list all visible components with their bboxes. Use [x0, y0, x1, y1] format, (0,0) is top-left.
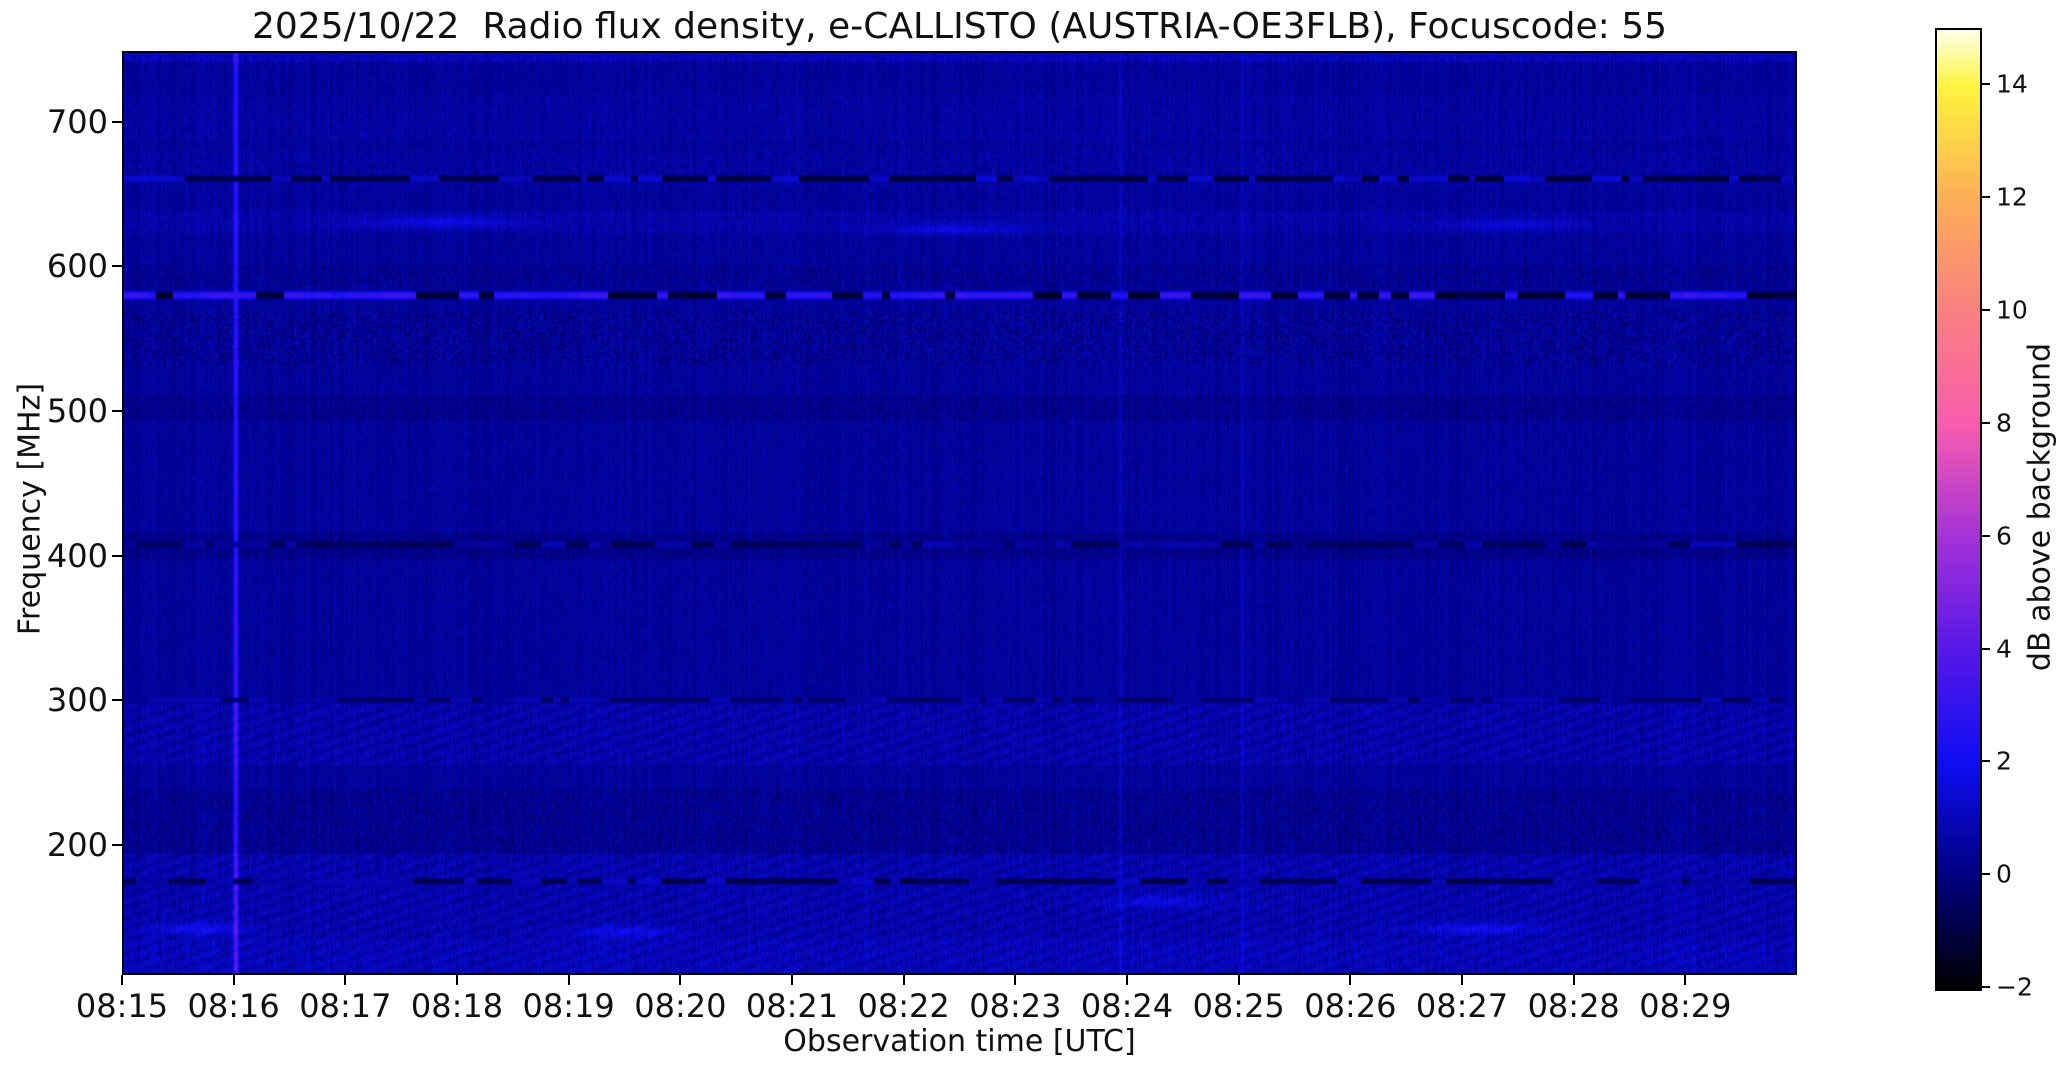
- colorbar-gradient: [1937, 30, 1980, 989]
- y-tick-mark: [112, 699, 122, 702]
- x-tick-label: 08:18: [410, 987, 504, 1025]
- colorbar-tick-mark: [1982, 421, 1990, 424]
- colorbar-tick-label: 6: [1996, 521, 2012, 551]
- x-tick-label: 08:16: [187, 987, 280, 1025]
- colorbar-tick-mark: [1982, 760, 1990, 763]
- colorbar: [1935, 28, 1982, 991]
- x-tick-label: 08:28: [1527, 987, 1620, 1025]
- y-tick-mark: [112, 554, 122, 557]
- colorbar-label: dB above background: [2022, 342, 2058, 672]
- y-tick-label: 600: [46, 247, 108, 286]
- x-tick-label: 08:23: [969, 987, 1062, 1025]
- x-tick-mark: [121, 975, 123, 985]
- x-tick-mark: [1014, 975, 1017, 985]
- colorbar-tick-mark: [1982, 647, 1990, 650]
- x-tick-label: 08:25: [1192, 987, 1285, 1025]
- x-tick-mark: [1126, 975, 1128, 985]
- x-tick-mark: [1237, 975, 1240, 985]
- colorbar-tick-label: 10: [1996, 295, 2028, 325]
- y-tick-mark: [112, 410, 122, 413]
- y-tick-label: 300: [46, 681, 108, 720]
- colorbar-tick-label: 12: [1996, 182, 2028, 212]
- x-tick-mark: [456, 975, 458, 985]
- colorbar-tick-mark: [1982, 873, 1990, 876]
- colorbar-tick-label: 0: [1996, 859, 2012, 889]
- colorbar-tick-mark: [1982, 986, 1990, 988]
- y-tick-label: 500: [46, 392, 108, 431]
- y-tick-mark: [112, 120, 122, 123]
- y-tick-label: 400: [46, 536, 108, 575]
- colorbar-tick-label: −2: [1996, 972, 2033, 1002]
- x-tick-label: 08:19: [522, 987, 615, 1025]
- x-tick-label: 08:26: [1304, 987, 1397, 1025]
- colorbar-tick-label: 8: [1996, 408, 2012, 438]
- x-tick-mark: [567, 975, 570, 985]
- y-tick-label: 200: [46, 825, 108, 864]
- colorbar-tick-mark: [1982, 534, 1990, 537]
- x-tick-label: 08:27: [1415, 987, 1509, 1025]
- x-tick-label: 08:15: [75, 987, 169, 1025]
- plot-area: [122, 51, 1797, 975]
- colorbar-tick-mark: [1982, 196, 1990, 199]
- x-tick-mark: [791, 975, 793, 985]
- colorbar-tick-label: 4: [1996, 634, 2012, 664]
- x-tick-mark: [902, 975, 905, 985]
- colorbar-tick-label: 2: [1996, 746, 2012, 776]
- x-tick-mark: [1349, 975, 1352, 985]
- x-tick-mark: [1461, 975, 1463, 985]
- x-tick-label: 08:29: [1639, 987, 1732, 1025]
- x-tick-label: 08:21: [745, 987, 839, 1025]
- x-axis-label: Observation time [UTC]: [783, 1024, 1136, 1059]
- x-tick-label: 08:24: [1080, 987, 1174, 1025]
- x-tick-label: 08:17: [299, 987, 392, 1025]
- chart-title: 2025/10/22 Radio flux density, e-CALLIST…: [251, 6, 1668, 47]
- colorbar-tick-label: 14: [1996, 69, 2028, 99]
- x-tick-mark: [344, 975, 347, 985]
- y-tick-label: 700: [46, 102, 108, 141]
- colorbar-tick-mark: [1982, 83, 1990, 86]
- x-tick-label: 08:22: [857, 987, 950, 1025]
- x-tick-mark: [232, 975, 235, 985]
- y-tick-mark: [112, 843, 122, 846]
- x-tick-mark: [1572, 975, 1575, 985]
- x-tick-mark: [1684, 975, 1687, 985]
- y-tick-mark: [112, 265, 122, 268]
- x-tick-label: 08:20: [634, 987, 727, 1025]
- spectrogram-image: [124, 53, 1795, 973]
- x-tick-mark: [679, 975, 682, 985]
- colorbar-tick-mark: [1982, 309, 1990, 312]
